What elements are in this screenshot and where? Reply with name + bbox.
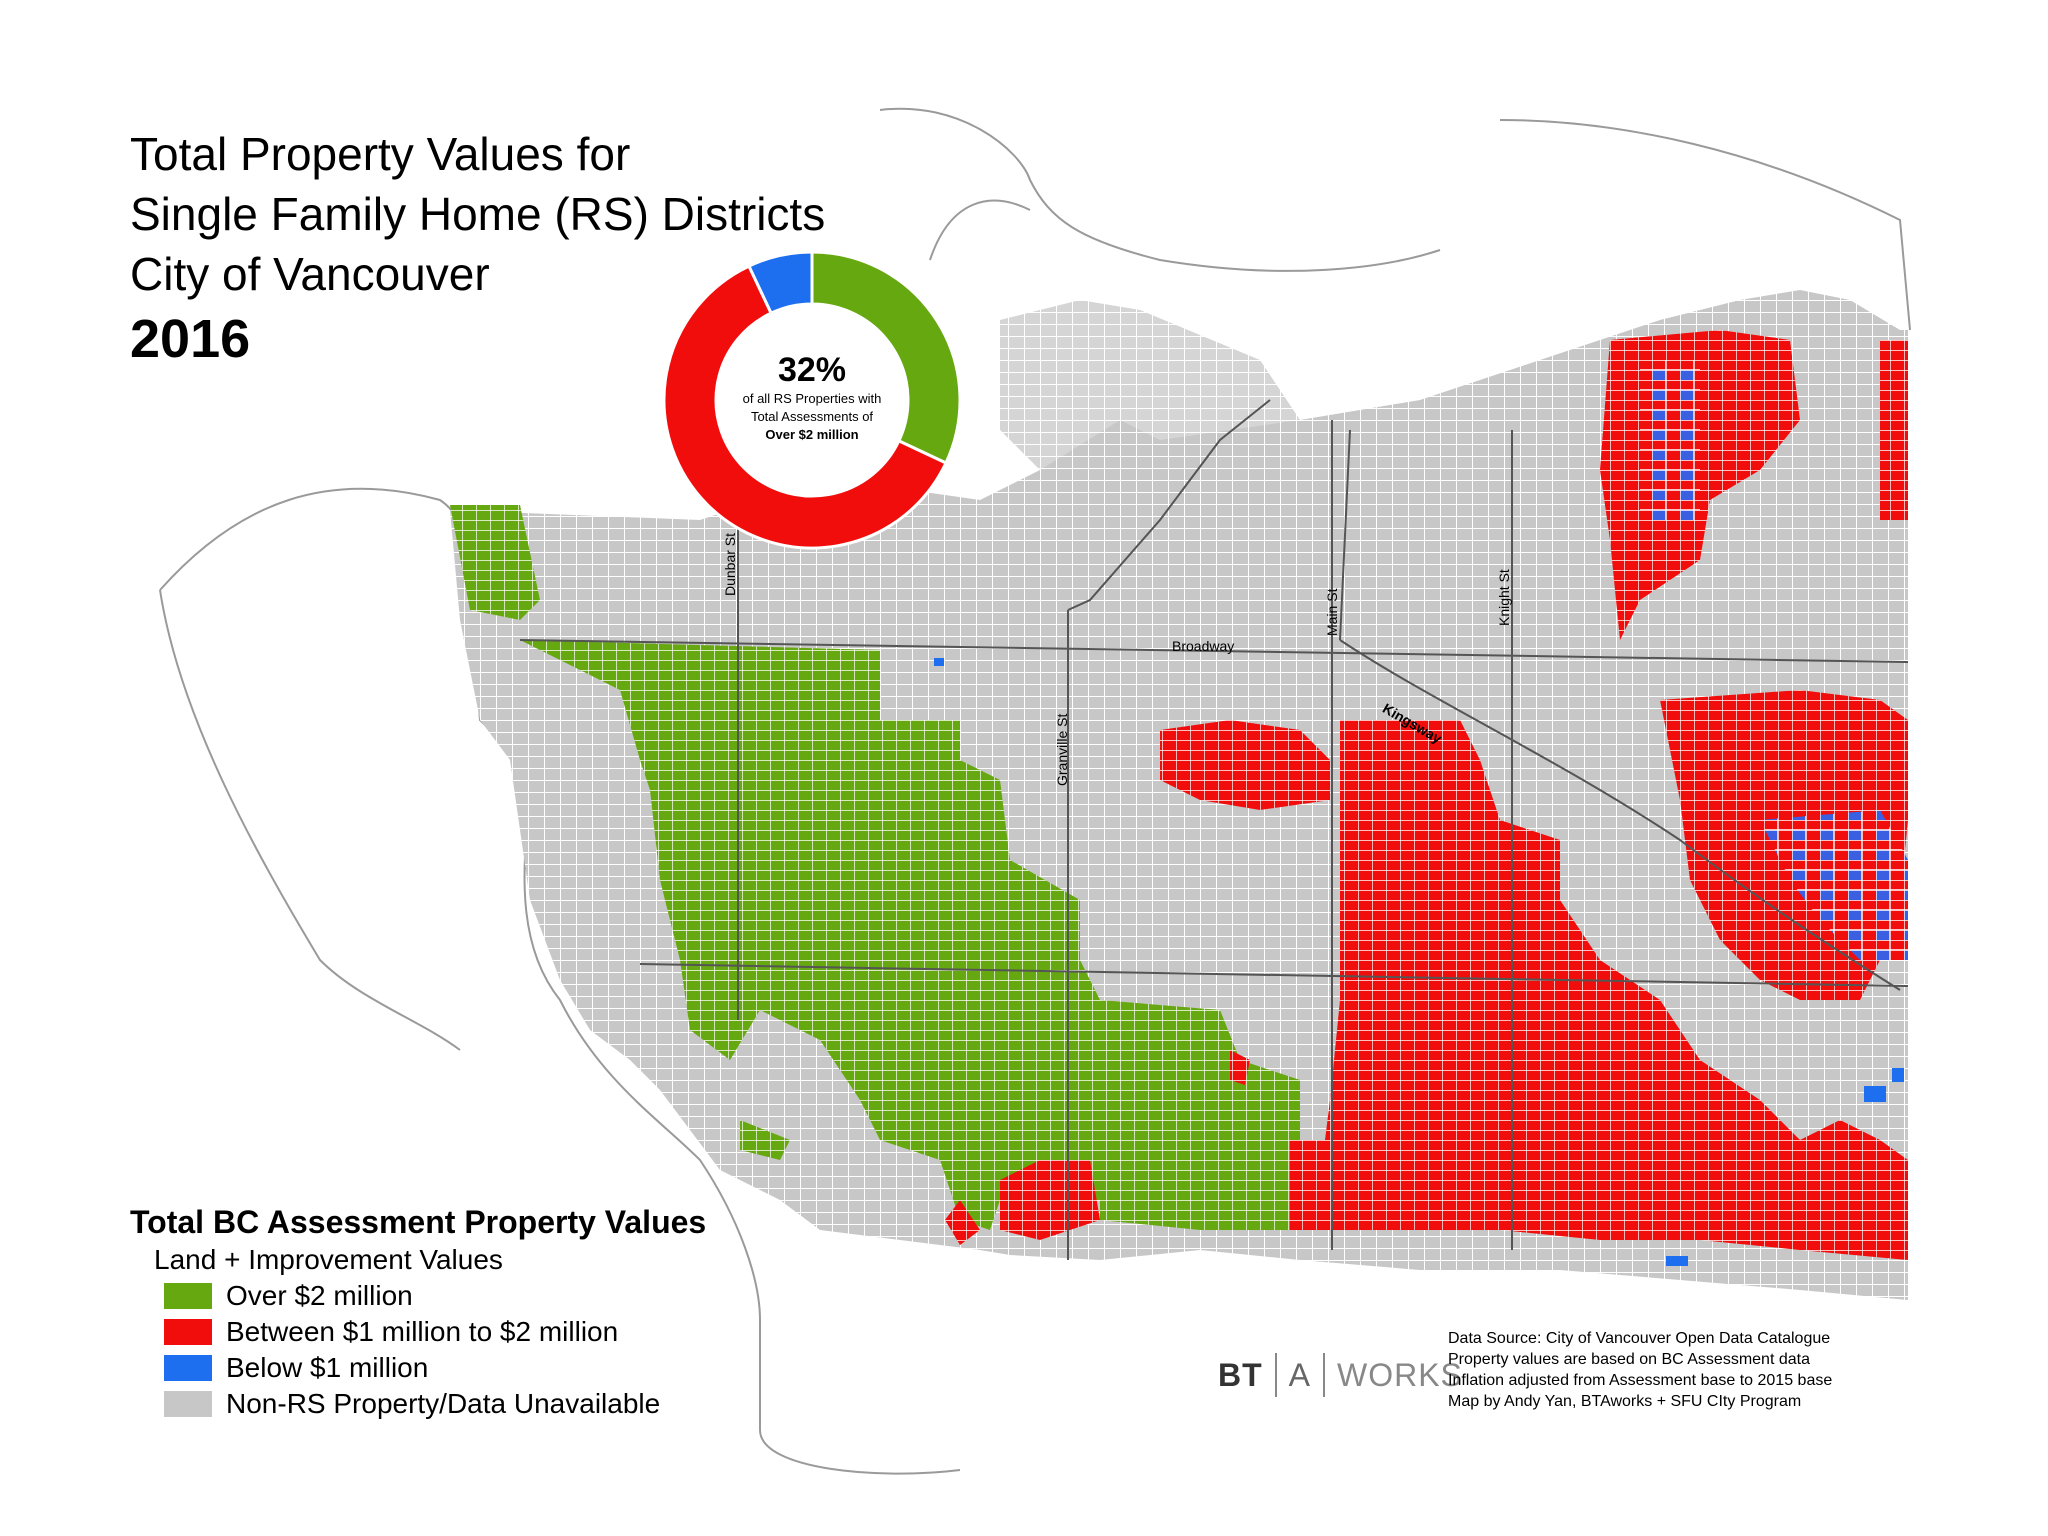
- logo-separator: [1274, 1353, 1277, 1397]
- source-line-1: Data Source: City of Vancouver Open Data…: [1448, 1330, 1831, 1347]
- logo-separator: [1323, 1353, 1325, 1397]
- legend-subtitle: Land + Improvement Values: [154, 1244, 503, 1275]
- donut-hole: [717, 305, 907, 495]
- rs-over-2m-areas: [450, 505, 1300, 1230]
- data-source-note: Data Source: City of Vancouver Open Data…: [1448, 1328, 1832, 1412]
- legend-label: Between $1 million to $2 million: [226, 1316, 619, 1347]
- street-label-dunbar: Dunbar St: [722, 532, 738, 596]
- donut-caption-2: Total Assessments of: [750, 409, 874, 424]
- legend-swatch: [164, 1391, 212, 1417]
- arterial-roads: [519, 399, 1909, 1260]
- logo-part-works: WORKS: [1337, 1356, 1463, 1393]
- street-label-knight: Knight St: [1496, 569, 1512, 626]
- source-line-4: Map by Andy Yan, BTAworks + SFU CIty Pro…: [1448, 1393, 1802, 1410]
- logo-part-bt: BT: [1218, 1356, 1263, 1393]
- title-line-3: City of Vancouver: [130, 248, 490, 300]
- legend-label: Over $2 million: [226, 1280, 413, 1311]
- title-year: 2016: [130, 309, 251, 369]
- street-label-granville: Granville St: [1054, 713, 1070, 786]
- source-line-2: Property values are based on BC Assessme…: [1448, 1351, 1810, 1368]
- legend-label: Below $1 million: [226, 1352, 429, 1383]
- legend-swatch: [164, 1319, 212, 1345]
- logo-part-a: A: [1288, 1356, 1311, 1393]
- legend-title: Total BC Assessment Property Values: [130, 1204, 707, 1240]
- title-line-1: Total Property Values for: [130, 128, 631, 180]
- legend-swatch: [164, 1283, 212, 1309]
- legend-item-non-rs: Non-RS Property/Data Unavailable: [130, 1386, 706, 1422]
- donut-caption-3: Over $2 million: [765, 427, 859, 442]
- map-legend: Total BC Assessment Property Values Land…: [130, 1202, 706, 1422]
- map-title: Total Property Values for Single Family …: [130, 124, 825, 374]
- street-label-broadway: Broadway: [1172, 638, 1235, 654]
- btaworks-logo: BT A WORKS: [1218, 1350, 1463, 1400]
- donut-segment-2: [746, 250, 814, 316]
- donut-caption-1: of all RS Properties with: [742, 391, 882, 406]
- source-line-3: Inflation adjusted from Assessment base …: [1448, 1372, 1833, 1389]
- rs-mixed-areas: [1640, 360, 1908, 960]
- donut-segment-0: [810, 250, 962, 466]
- donut-percent: 32%: [777, 351, 847, 389]
- donut-segment-1: [662, 264, 948, 550]
- title-line-2: Single Family Home (RS) Districts: [130, 188, 826, 240]
- donut-center-text: 32% of all RS Properties with Total Asse…: [712, 350, 912, 444]
- legend-item-over-2m: Over $2 million: [130, 1278, 706, 1314]
- legend-swatch: [164, 1355, 212, 1381]
- legend-label: Non-RS Property/Data Unavailable: [226, 1388, 661, 1419]
- street-label-main: Main St: [1324, 588, 1340, 636]
- legend-item-below-1m: Below $1 million: [130, 1350, 706, 1386]
- coastline: [159, 107, 1911, 1475]
- rs-below-1m-areas: [934, 658, 1904, 1266]
- downtown-peninsula: [1000, 300, 1300, 500]
- donut-chart: [662, 250, 962, 550]
- legend-item-1m-to-2m: Between $1 million to $2 million: [130, 1314, 706, 1350]
